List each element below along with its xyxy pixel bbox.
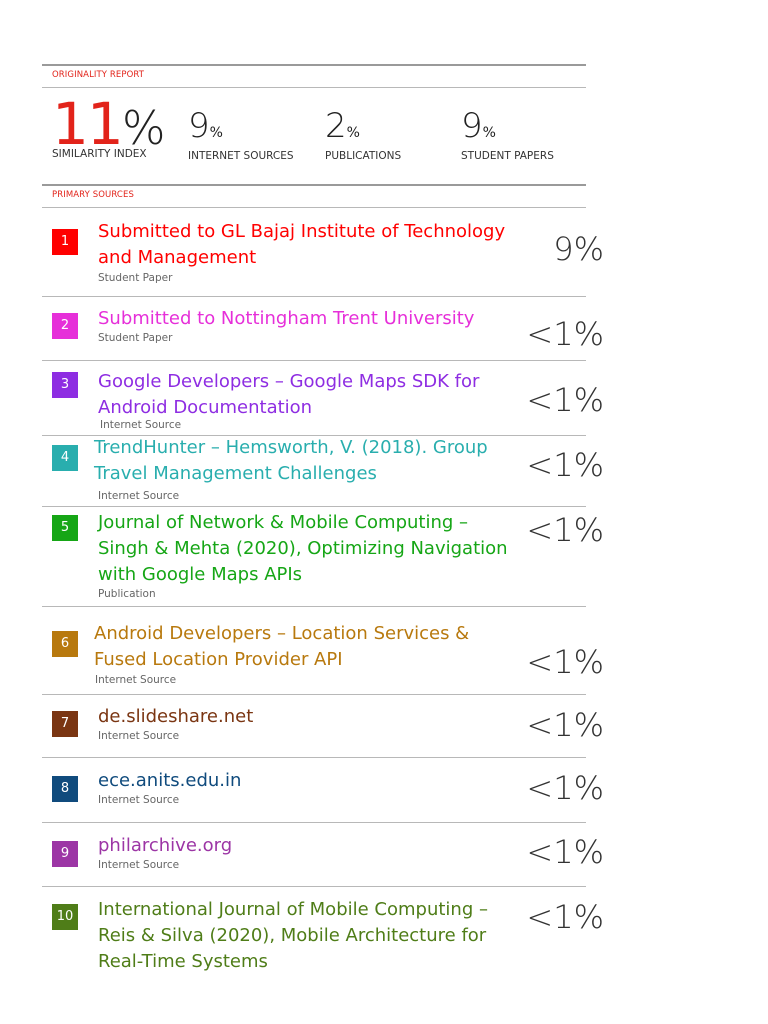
source-title[interactable]: ece.anits.edu.in: [98, 770, 242, 791]
source-title[interactable]: Android Developers – Location Services &…: [94, 623, 470, 670]
source-row[interactable]: 10 International Journal of Mobile Compu…: [42, 887, 604, 987]
source-score: <1%: [526, 315, 604, 353]
source-type: Publication: [98, 588, 156, 600]
internet-sources-pct: %: [209, 125, 223, 141]
source-rank-badge: 3: [52, 372, 78, 398]
divider: [42, 435, 586, 436]
similarity-index-value: 11: [52, 90, 124, 158]
source-row[interactable]: 1 Submitted to GL Bajaj Institute of Tec…: [42, 208, 604, 296]
source-type: Internet Source: [100, 419, 182, 431]
source-title[interactable]: Google Developers – Google Maps SDK for …: [98, 371, 480, 418]
source-rank-badge: 6: [52, 631, 78, 657]
source-type: Student Paper: [98, 332, 173, 344]
source-title[interactable]: philarchive.org: [98, 835, 233, 856]
divider: [42, 886, 586, 887]
originality-report: ORIGINALITY REPORT 11% SIMILARITY INDEX …: [42, 0, 604, 1024]
divider: [42, 296, 586, 297]
source-row[interactable]: 5 Journal of Network & Mobile Computing …: [42, 507, 604, 606]
internet-sources-value: 9: [188, 106, 210, 146]
publications-value: 2: [325, 106, 347, 146]
publications-pct: %: [346, 125, 360, 141]
student-papers-value: 9: [461, 106, 483, 146]
divider: [42, 64, 586, 66]
source-rank-badge: 7: [52, 711, 78, 737]
source-row[interactable]: 9 philarchive.org Internet Source <1%: [42, 823, 604, 886]
source-rank-badge: 5: [52, 515, 78, 541]
source-title[interactable]: de.slideshare.net: [98, 706, 254, 727]
source-row[interactable]: 7 de.slideshare.net Internet Source <1%: [42, 695, 604, 757]
source-score: <1%: [526, 381, 604, 419]
student-papers-pct: %: [482, 125, 496, 141]
source-type: Student Paper: [98, 272, 173, 284]
similarity-index-stat: 11% SIMILARITY INDEX: [52, 90, 182, 165]
source-title[interactable]: TrendHunter – Hemsworth, V. (2018). Grou…: [94, 437, 488, 484]
divider: [42, 694, 586, 695]
source-score: <1%: [526, 706, 604, 744]
divider: [42, 822, 586, 823]
source-score: <1%: [526, 833, 604, 871]
source-row[interactable]: 8 ece.anits.edu.in Internet Source <1%: [42, 758, 604, 822]
source-score: <1%: [526, 898, 604, 936]
divider: [42, 360, 586, 361]
similarity-index-pct: %: [121, 101, 166, 155]
source-type: Internet Source: [98, 490, 180, 502]
source-row[interactable]: 6 Android Developers – Location Services…: [42, 607, 604, 694]
source-score: <1%: [526, 446, 604, 484]
source-score: <1%: [526, 769, 604, 807]
primary-sources-label: PRIMARY SOURCES: [52, 190, 134, 200]
source-rank-badge: 4: [52, 445, 78, 471]
source-rank-badge: 1: [52, 229, 78, 255]
divider: [42, 506, 586, 507]
internet-sources-stat: 9% INTERNET SOURCES: [188, 106, 318, 166]
divider: [42, 87, 586, 88]
student-papers-stat: 9% STUDENT PAPERS: [461, 106, 591, 166]
source-row[interactable]: 3 Google Developers – Google Maps SDK fo…: [42, 361, 604, 435]
source-rank-badge: 10: [52, 904, 78, 930]
internet-sources-label: INTERNET SOURCES: [188, 150, 294, 162]
source-score: 9%: [553, 230, 604, 268]
source-type: Internet Source: [98, 730, 180, 742]
divider: [42, 606, 586, 607]
divider: [42, 207, 586, 208]
publications-label: PUBLICATIONS: [325, 150, 402, 162]
source-title[interactable]: Journal of Network & Mobile Computing – …: [98, 512, 508, 585]
source-rank-badge: 2: [52, 313, 78, 339]
source-row[interactable]: 4 TrendHunter – Hemsworth, V. (2018). Gr…: [42, 436, 604, 506]
originality-report-label: ORIGINALITY REPORT: [52, 70, 145, 80]
source-rank-badge: 8: [52, 776, 78, 802]
source-type: Internet Source: [98, 859, 180, 871]
divider: [42, 184, 586, 186]
divider: [42, 757, 586, 758]
source-row[interactable]: 2 Submitted to Nottingham Trent Universi…: [42, 297, 604, 360]
source-score: <1%: [526, 511, 604, 549]
source-score: <1%: [526, 643, 604, 681]
source-title[interactable]: Submitted to GL Bajaj Institute of Techn…: [98, 221, 506, 268]
similarity-index-label: SIMILARITY INDEX: [52, 148, 147, 160]
publications-stat: 2% PUBLICATIONS: [325, 106, 455, 166]
source-title[interactable]: Submitted to Nottingham Trent University: [98, 308, 475, 329]
student-papers-label: STUDENT PAPERS: [461, 150, 554, 162]
source-type: Internet Source: [98, 794, 180, 806]
source-rank-badge: 9: [52, 841, 78, 867]
source-title[interactable]: International Journal of Mobile Computin…: [98, 899, 488, 972]
source-type: Internet Source: [95, 674, 177, 686]
